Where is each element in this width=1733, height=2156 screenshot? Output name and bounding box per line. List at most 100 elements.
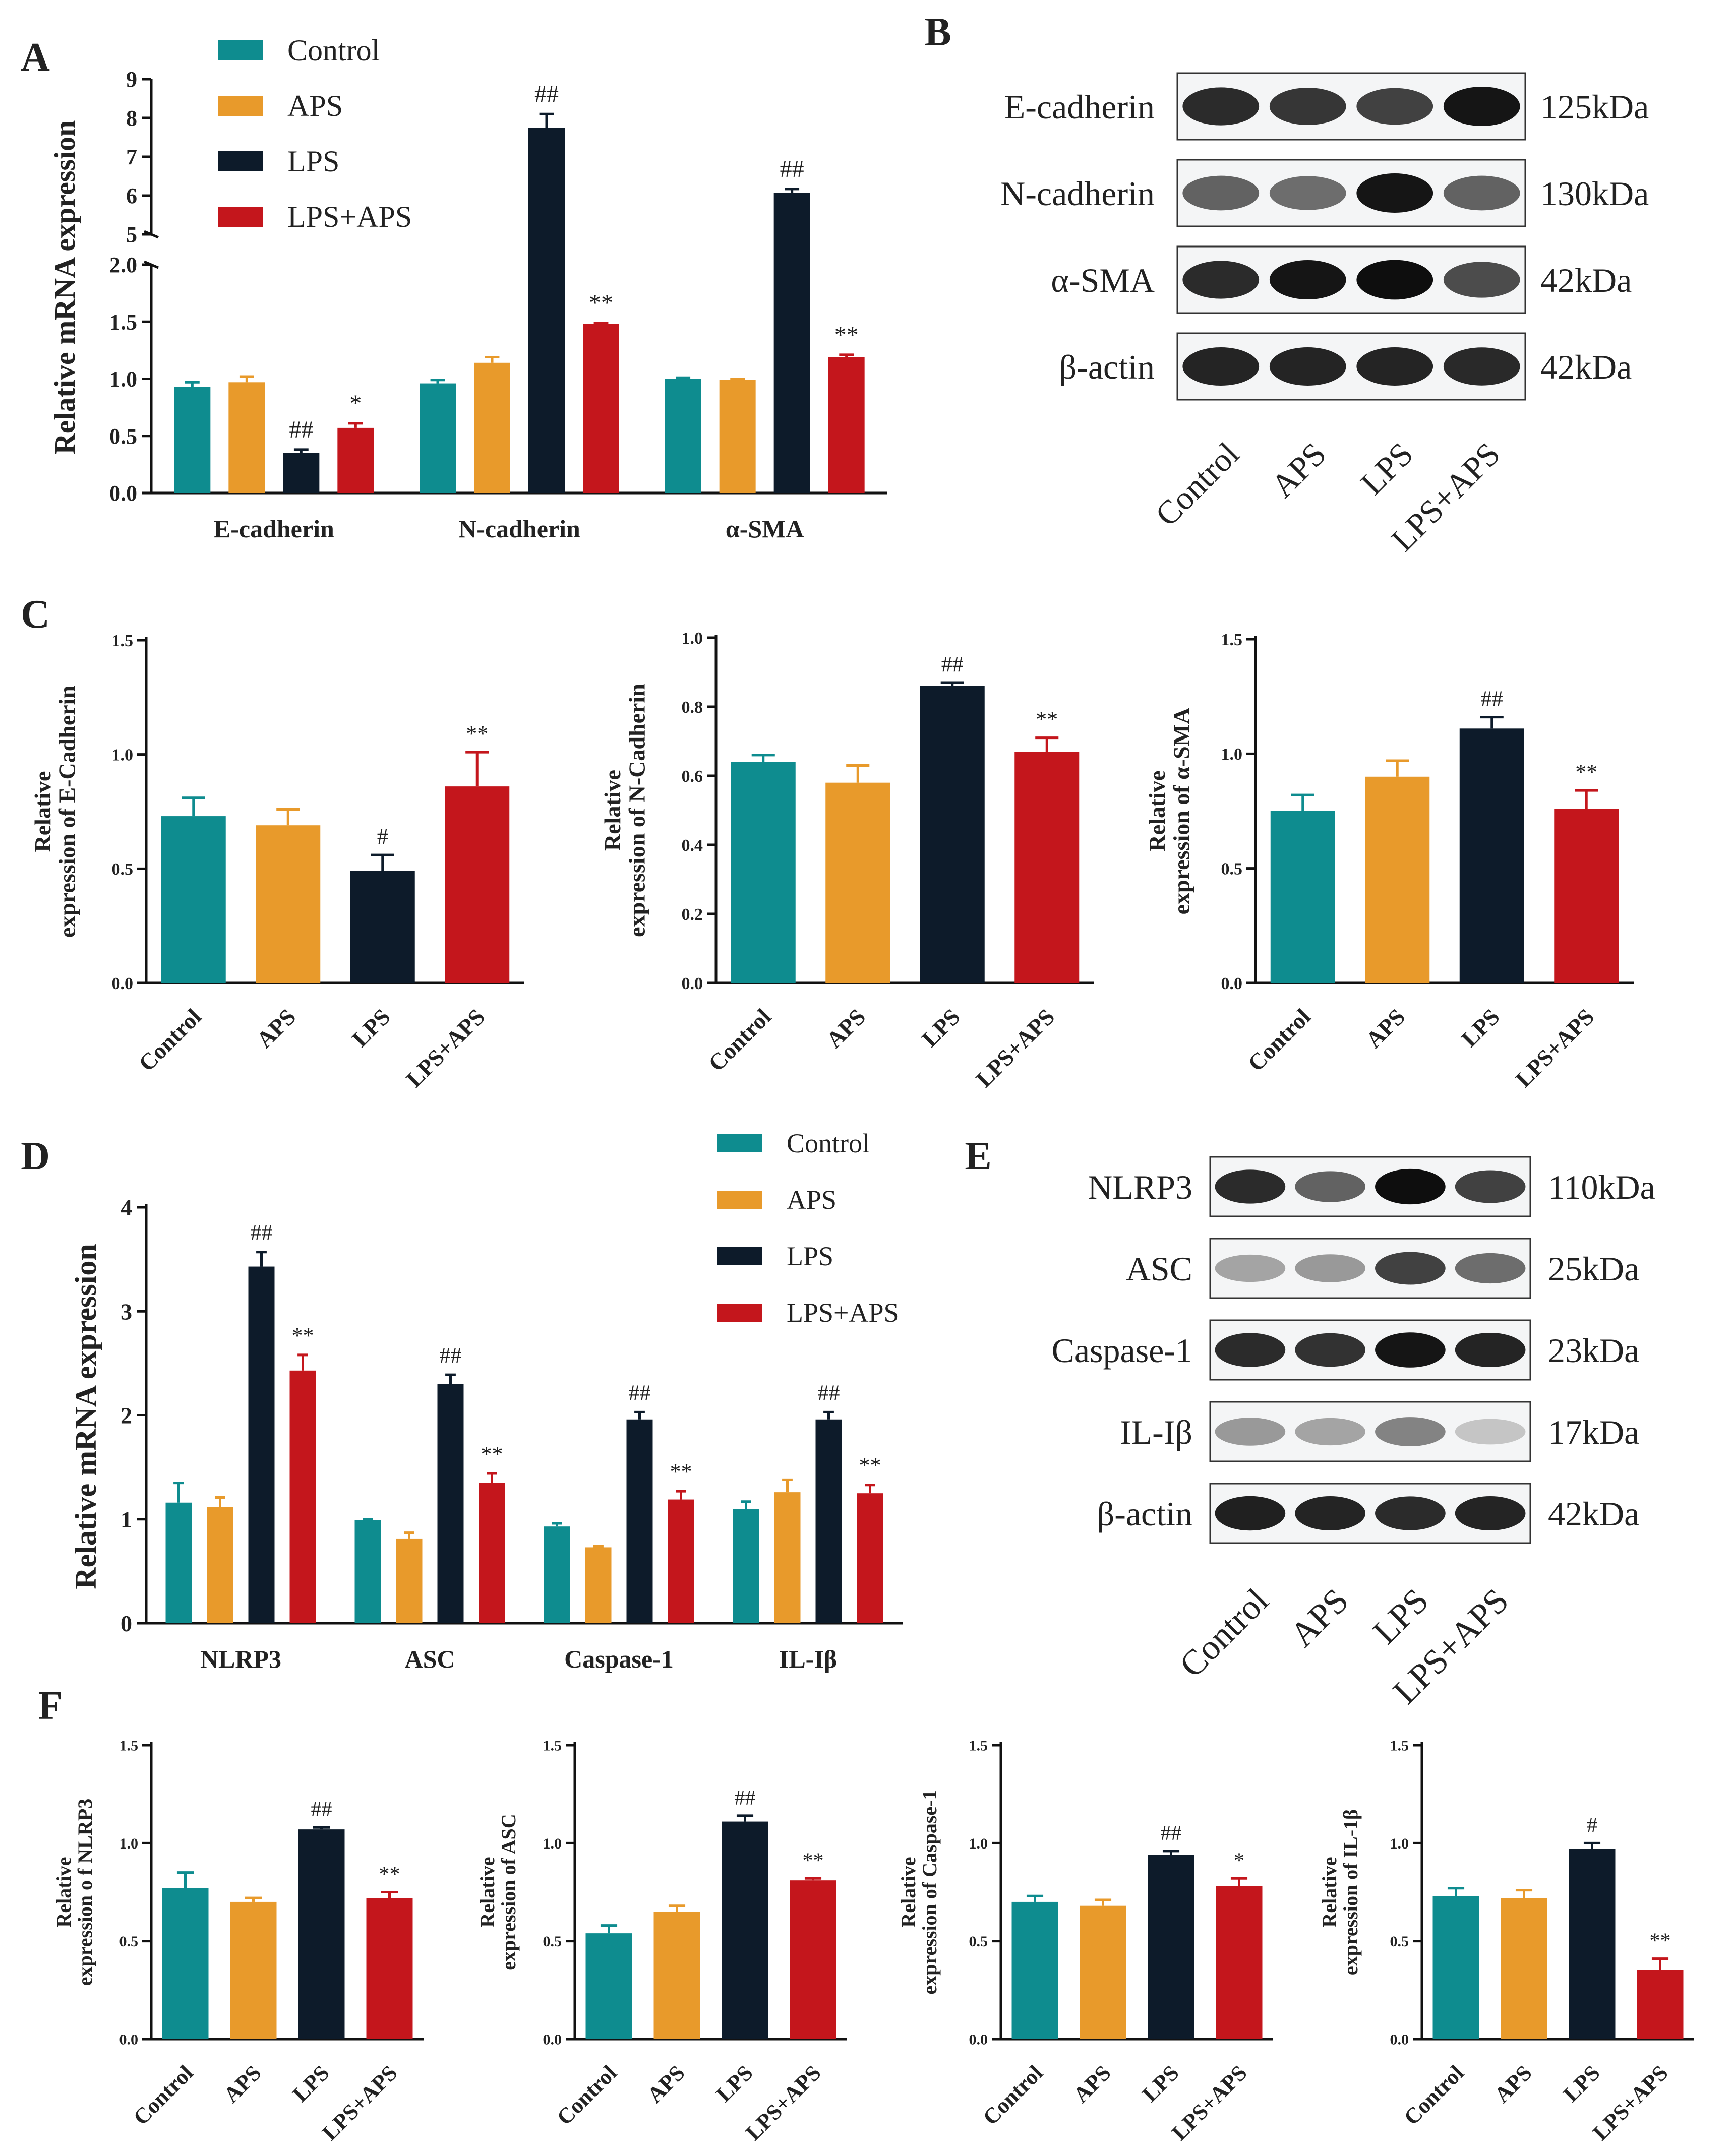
bar-control — [1270, 811, 1335, 983]
blot-protein-label: NLRP3 — [1088, 1168, 1192, 1206]
significance-mark: ** — [292, 1323, 314, 1348]
bar-lps-plus-aps — [668, 1499, 694, 1623]
y-tick-label: 0.0 — [119, 2031, 139, 2048]
bar-control — [165, 1502, 192, 1623]
y-tick-label: 1.0 — [969, 1835, 988, 1852]
bar-aps — [719, 380, 756, 493]
y-tick-label: 0.5 — [969, 1933, 988, 1950]
significance-mark: ** — [589, 290, 613, 317]
y-tick-label: 1.5 — [119, 1738, 139, 1754]
protein-band — [1215, 1496, 1286, 1531]
y-tick-label: 2 — [121, 1403, 132, 1429]
blot-protein-label: α-SMA — [1051, 261, 1155, 299]
y-tick-label: 1.0 — [1221, 745, 1243, 764]
y-axis-label: expression of N-Cadherin — [624, 684, 649, 937]
y-tick-label: 4 — [121, 1195, 132, 1220]
bar-control — [1011, 1901, 1058, 2039]
legend-label: APS — [287, 89, 343, 122]
bar-aps — [256, 825, 321, 983]
legend-swatch-lps — [218, 151, 263, 171]
protein-band — [1356, 88, 1433, 125]
bar-lps-plus-aps — [366, 1898, 413, 2039]
y-axis-label: Relative — [476, 1857, 499, 1928]
y-tick-label: 0.0 — [112, 974, 134, 993]
y-tick-label: 0.5 — [119, 1933, 139, 1950]
y-axis-label: expression of E-Cadherin — [54, 686, 80, 938]
bar-control — [161, 816, 226, 983]
significance-mark: * — [349, 390, 362, 417]
y-axis-label: Relative — [600, 770, 625, 851]
bar-aps — [207, 1507, 233, 1623]
blot-size-label: 25kDa — [1548, 1250, 1639, 1288]
significance-mark: ** — [670, 1459, 692, 1484]
protein-band — [1295, 1333, 1365, 1367]
protein-band — [1295, 1496, 1365, 1530]
significance-mark: ## — [289, 416, 313, 443]
significance-mark: ## — [311, 1798, 332, 1821]
blot-size-label: 17kDa — [1548, 1413, 1639, 1451]
significance-mark: ## — [941, 652, 964, 676]
y-axis-label: expression of ASC — [497, 1814, 520, 1970]
y-axis-label: Relative — [30, 771, 55, 852]
protein-band — [1295, 1254, 1365, 1282]
bar-control — [731, 762, 796, 983]
protein-band — [1295, 1171, 1365, 1202]
blot-size-label: 42kDa — [1548, 1495, 1639, 1533]
y-tick-label: 0.0 — [109, 481, 137, 506]
y-tick-label: 0.5 — [109, 424, 137, 449]
protein-band — [1269, 176, 1346, 210]
bar-aps — [1080, 1905, 1126, 2039]
bar-lps — [1148, 1855, 1194, 2039]
legend-swatch-control — [218, 40, 263, 60]
protein-band — [1356, 173, 1433, 213]
blot-protein-label: IL-Iβ — [1120, 1413, 1192, 1451]
protein-band — [1375, 1168, 1446, 1205]
protein-band — [1455, 1496, 1526, 1530]
bar-lps-plus-aps — [583, 324, 619, 493]
y-tick-label: 3 — [121, 1299, 132, 1324]
blot-size-label: 110kDa — [1548, 1168, 1655, 1206]
bar-lps — [815, 1419, 842, 1623]
bar-lps-plus-aps — [445, 786, 510, 983]
y-tick-label: 0.0 — [1221, 974, 1243, 993]
significance-mark: ## — [780, 156, 804, 182]
bar-aps — [1501, 1898, 1547, 2039]
protein-band — [1269, 88, 1346, 125]
y-tick-label: 1.0 — [109, 367, 137, 392]
y-tick-label: 5 — [126, 222, 137, 247]
x-category-label: NLRP3 — [200, 1645, 281, 1673]
significance-mark: ## — [1481, 687, 1503, 711]
significance-mark: # — [1587, 1814, 1597, 1837]
bar-aps — [228, 382, 265, 493]
significance-mark: ## — [629, 1380, 651, 1405]
bar-lps — [248, 1266, 275, 1623]
protein-band — [1215, 1333, 1286, 1367]
y-tick-label: 0.8 — [682, 698, 703, 717]
legend-swatch-lps — [717, 1247, 762, 1265]
bar-control — [1432, 1896, 1479, 2039]
bar-control — [420, 383, 456, 493]
y-axis-label: expression of Caspase-1 — [918, 1790, 941, 1995]
protein-band — [1455, 1419, 1526, 1445]
y-tick-label: 2.0 — [109, 253, 137, 277]
bar-lps — [1459, 728, 1524, 983]
y-tick-label: 0 — [121, 1611, 132, 1636]
bar-lps — [773, 193, 810, 493]
bar-lps-plus-aps — [790, 1880, 836, 2039]
bar-lps-plus-aps — [1554, 809, 1619, 983]
significance-mark: ** — [466, 721, 488, 746]
bar-lps — [298, 1829, 345, 2039]
protein-band — [1269, 260, 1346, 299]
significance-mark: ## — [440, 1343, 462, 1368]
significance-mark: * — [1234, 1849, 1244, 1872]
y-axis-label: Relative — [897, 1857, 920, 1928]
bar-lps-plus-aps — [289, 1370, 316, 1623]
y-axis-label: Relative mRNA expression — [48, 120, 81, 455]
protein-band — [1375, 1252, 1446, 1285]
panel-label-F: F — [38, 1684, 63, 1728]
y-tick-label: 0.5 — [543, 1933, 562, 1950]
significance-mark: ## — [735, 1787, 756, 1810]
bar-lps — [1569, 1849, 1616, 2039]
bar-aps — [774, 1492, 801, 1623]
